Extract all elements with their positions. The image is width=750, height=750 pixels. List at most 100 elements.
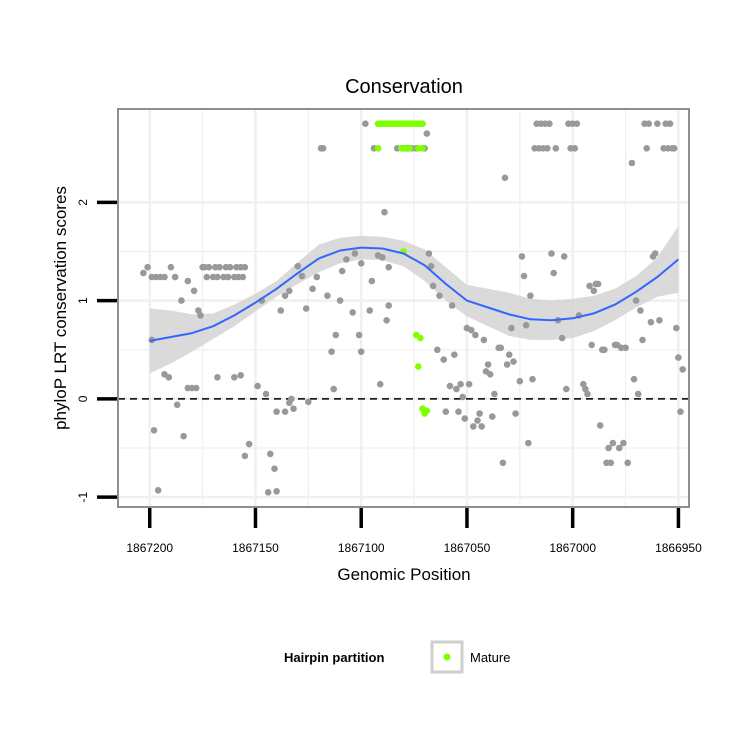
other-data-point [294, 262, 302, 270]
chart-title: Conservation [345, 76, 463, 98]
other-data-point [357, 260, 365, 267]
other-data-point [558, 334, 566, 342]
legend-label-mature: Mature [470, 650, 510, 665]
other-data-point [330, 385, 338, 393]
other-data-point [645, 120, 653, 127]
other-data-point [472, 331, 479, 339]
other-data-point [573, 120, 581, 127]
other-data-point [319, 145, 327, 152]
mature-data-point [415, 363, 422, 370]
other-data-point [510, 358, 517, 365]
other-data-point [427, 262, 435, 270]
other-data-point [594, 280, 602, 288]
y-axis-title: phyloP LRT conservation scores [51, 186, 70, 430]
other-data-point [171, 273, 179, 281]
other-data-point [440, 356, 448, 363]
x-tick-label: 1867200 [126, 541, 173, 555]
other-data-point [584, 390, 591, 398]
legend-title: Hairpin partition [284, 650, 384, 665]
other-data-point [383, 317, 390, 324]
other-data-point [262, 390, 270, 398]
other-data-point [455, 408, 462, 416]
other-data-point [590, 287, 598, 295]
x-tick-label: 1866950 [655, 541, 702, 555]
other-data-point [486, 371, 494, 378]
other-data-point [434, 346, 441, 354]
y-tick-label: 2 [76, 199, 90, 206]
other-data-point [546, 120, 553, 127]
other-data-point [525, 439, 532, 447]
x-tick-label: 1867000 [549, 541, 596, 555]
confidence-band [149, 225, 679, 374]
other-data-point [203, 273, 211, 281]
other-data-point [632, 297, 640, 304]
other-data-point [271, 465, 278, 473]
other-data-point [161, 273, 168, 281]
other-data-point [239, 273, 247, 281]
other-data-point [336, 297, 344, 304]
other-data-point [192, 384, 200, 392]
other-data-point [237, 372, 244, 379]
other-data-point [288, 395, 295, 403]
other-data-point [484, 361, 492, 368]
other-data-point [522, 321, 530, 329]
x-axis-title: Genomic Position [337, 565, 470, 584]
other-data-point [588, 341, 595, 349]
mature-data-point [406, 145, 414, 152]
other-data-point [298, 272, 306, 280]
other-data-point [281, 292, 289, 300]
other-data-point [355, 331, 363, 339]
other-data-point [429, 282, 437, 290]
other-data-point [309, 285, 316, 293]
other-data-point [150, 427, 158, 434]
other-data-point [550, 269, 557, 277]
other-data-point [520, 272, 528, 280]
other-data-point [362, 120, 369, 127]
other-data-point [381, 208, 388, 216]
other-data-point [357, 348, 365, 356]
other-data-point [425, 250, 433, 257]
other-data-point [620, 439, 627, 447]
other-data-point [140, 269, 147, 277]
other-data-point [552, 145, 560, 152]
other-data-point [503, 361, 511, 368]
other-data-point [596, 422, 604, 429]
other-data-point [436, 292, 443, 300]
other-data-point [476, 410, 483, 417]
other-data-point [324, 292, 331, 300]
other-data-point [216, 263, 223, 271]
other-data-point [457, 380, 464, 388]
other-data-point [245, 440, 253, 448]
other-data-point [624, 459, 631, 467]
y-tick-label: 1 [76, 297, 90, 304]
mature-data-point [419, 120, 426, 127]
other-data-point [609, 439, 617, 447]
other-data-point [442, 408, 450, 416]
other-data-point [167, 263, 175, 271]
x-tick-label: 1867050 [444, 541, 491, 555]
other-data-point [379, 254, 386, 261]
mature-data-point [423, 407, 431, 415]
other-data-point [385, 302, 393, 309]
smooth-trend-line [149, 246, 680, 342]
other-data-point [343, 256, 350, 263]
other-data-point [518, 253, 526, 260]
other-data-point [637, 307, 644, 314]
other-data-point [165, 374, 173, 381]
x-tick-label: 1867100 [338, 541, 385, 555]
other-data-point [451, 351, 458, 359]
other-data-point [184, 277, 192, 285]
other-data-point [480, 336, 488, 344]
other-data-point [622, 344, 629, 352]
y-tick-label: 0 [76, 395, 90, 402]
other-data-point [241, 263, 249, 271]
other-data-point [214, 374, 221, 381]
legend: Hairpin partition Mature [284, 640, 510, 674]
legend-key-mature-dot [443, 653, 451, 661]
other-data-point [467, 326, 475, 334]
other-data-point [508, 324, 515, 332]
other-data-point [639, 336, 646, 344]
other-data-point [241, 452, 249, 460]
plot-area: 1867200 1867150 1867100 1867050 1867000 18669… [76, 108, 702, 555]
other-data-point [675, 354, 682, 361]
